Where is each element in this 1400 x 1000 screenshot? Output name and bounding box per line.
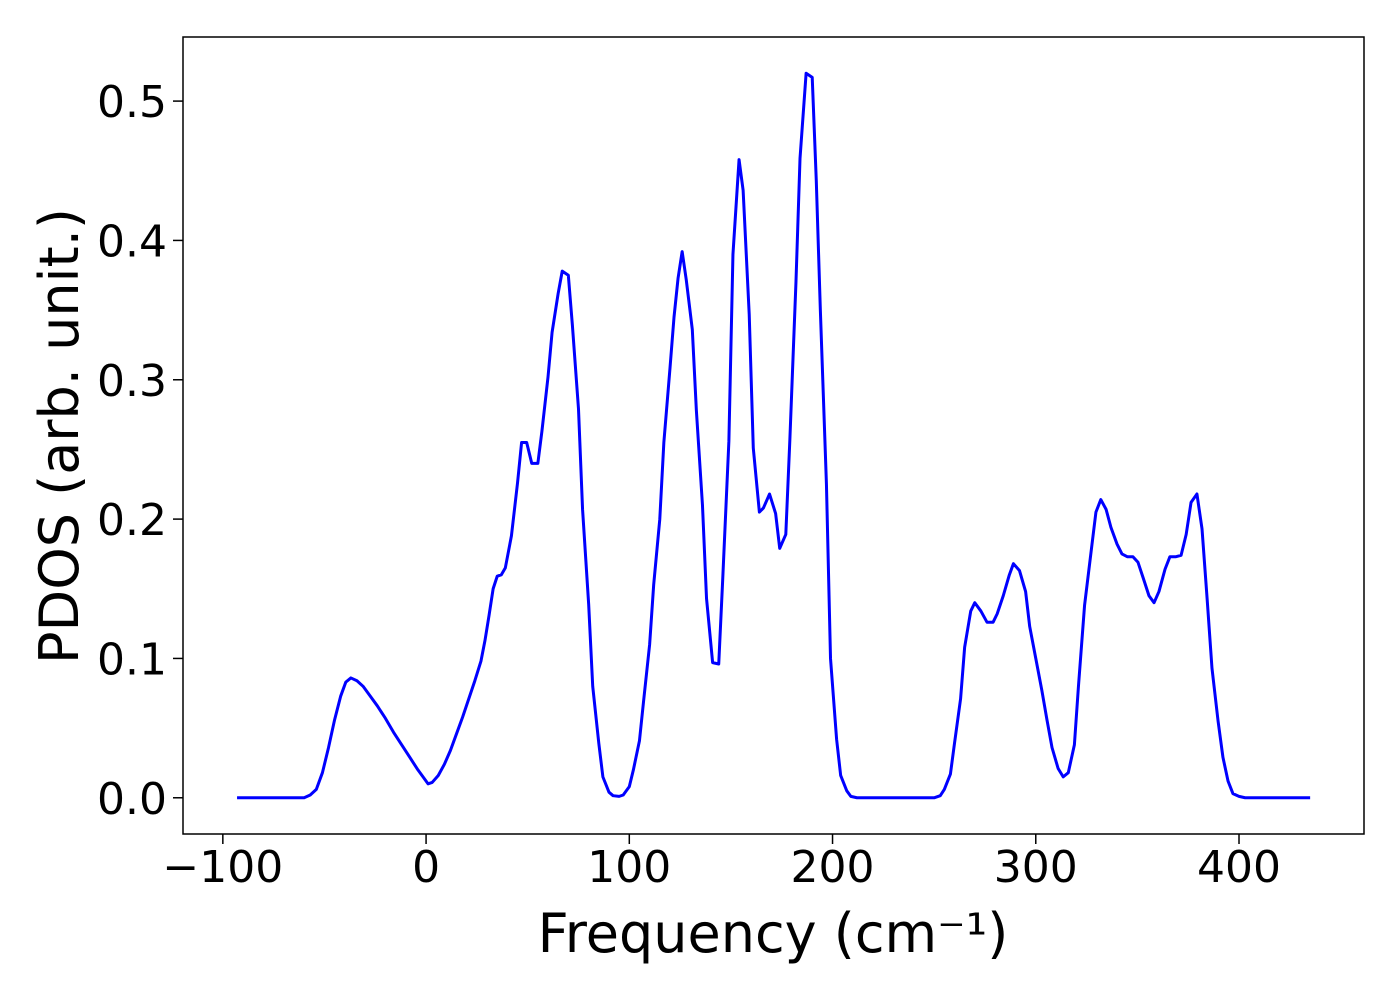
- y-tick-label: 0.4: [97, 216, 167, 267]
- y-axis-label: PDOS (arb. unit.): [28, 208, 91, 664]
- x-tick-label: 300: [994, 842, 1078, 893]
- x-tick-label: 200: [791, 842, 875, 893]
- x-tick-label: 0: [412, 842, 440, 893]
- plot-frame: [182, 36, 1365, 835]
- x-tick-label: −100: [162, 842, 283, 893]
- y-tick-label: 0.5: [97, 77, 167, 128]
- y-tick-label: 0.3: [97, 356, 167, 407]
- pdos-line: [237, 71, 1311, 800]
- x-axis-label: Frequency (cm⁻¹): [538, 902, 1009, 965]
- x-tick-label: 100: [587, 842, 671, 893]
- y-tick-label: 0.0: [97, 774, 167, 825]
- x-tick-label: 400: [1197, 842, 1281, 893]
- y-tick-label: 0.2: [97, 495, 167, 546]
- y-tick-label: 0.1: [97, 634, 167, 685]
